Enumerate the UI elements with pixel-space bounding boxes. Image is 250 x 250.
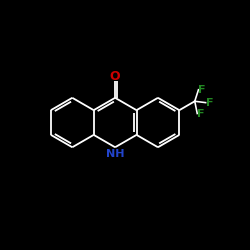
Text: F: F: [206, 98, 213, 108]
Text: O: O: [110, 70, 120, 83]
Text: F: F: [198, 85, 206, 95]
Text: NH: NH: [106, 149, 124, 159]
Text: F: F: [197, 108, 205, 118]
